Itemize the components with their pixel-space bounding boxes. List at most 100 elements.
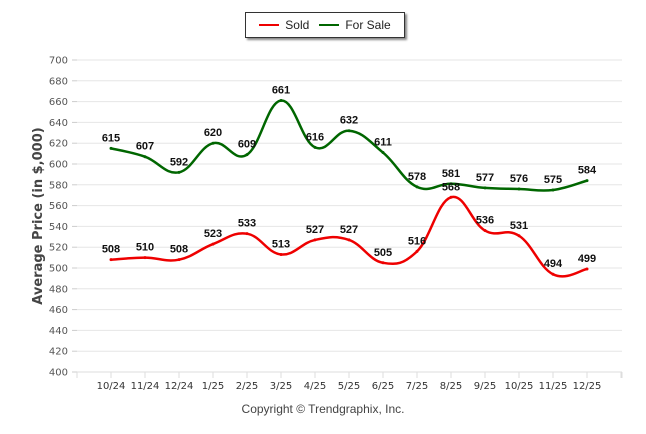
data-point-for-sale <box>109 146 113 150</box>
data-point-sold <box>177 258 181 262</box>
y-tick-label: 400 <box>49 368 68 379</box>
y-tick-label: 620 <box>49 139 68 150</box>
data-point-for-sale <box>177 170 181 174</box>
copyright-footer: Copyright © Trendgraphix, Inc. <box>241 402 405 416</box>
data-point-sold <box>585 267 589 271</box>
x-tick-label: 5/25 <box>338 381 360 392</box>
x-tick-label: 6/25 <box>372 381 394 392</box>
data-label-for-sale: 616 <box>306 131 324 143</box>
x-tick-label: 8/25 <box>440 381 462 392</box>
legend-item-for-sale[interactable]: For Sale <box>319 18 391 32</box>
data-point-for-sale <box>279 99 283 103</box>
data-label-sold: 527 <box>340 224 358 236</box>
legend-label-for-sale: For Sale <box>345 18 391 32</box>
data-label-sold: 533 <box>238 218 256 230</box>
data-point-sold <box>381 261 385 265</box>
data-point-for-sale <box>245 153 249 157</box>
data-point-sold <box>279 252 283 256</box>
data-labels: 508 510 508 523 533 513 527 527 505 516 568 536 531 4… <box>102 85 597 271</box>
data-label-for-sale: 607 <box>136 141 154 153</box>
data-label-sold: 508 <box>102 244 120 256</box>
x-tick-label: 7/25 <box>406 381 428 392</box>
y-tick-label: 540 <box>49 222 68 233</box>
y-axis-ticks: 400 420 440 460 480 500 520 540 560 580 600 620 640 6… <box>49 56 77 379</box>
x-tick-label: 10/25 <box>505 381 534 392</box>
data-label-sold: 568 <box>442 181 460 193</box>
data-label-for-sale: 620 <box>204 127 222 139</box>
x-tick-label: 11/24 <box>131 381 160 392</box>
data-point-sold <box>109 258 113 262</box>
series-lines <box>109 99 589 278</box>
data-label-sold: 531 <box>510 220 528 232</box>
y-tick-label: 420 <box>49 347 68 358</box>
y-tick-label: 480 <box>49 284 68 295</box>
y-tick-label: 700 <box>49 56 68 67</box>
data-label-sold: 510 <box>136 242 154 254</box>
y-axis-title: Average Price (in $,000) <box>31 127 46 304</box>
x-tick-label: 11/25 <box>539 381 568 392</box>
data-point-for-sale <box>381 151 385 155</box>
x-tick-label: 1/25 <box>202 381 224 392</box>
y-tick-label: 580 <box>49 180 68 191</box>
data-label-sold: 513 <box>272 238 290 250</box>
data-label-sold: 499 <box>578 253 596 265</box>
data-label-for-sale: 611 <box>374 137 392 149</box>
y-tick-label: 660 <box>49 97 68 108</box>
data-point-for-sale <box>483 186 487 190</box>
x-tick-label: 10/24 <box>97 381 126 392</box>
data-label-sold: 494 <box>544 258 563 270</box>
data-label-sold: 508 <box>170 244 188 256</box>
y-tick-label: 680 <box>49 76 68 87</box>
data-point-sold <box>245 232 249 236</box>
data-label-for-sale: 661 <box>272 85 290 97</box>
data-point-sold <box>211 242 215 246</box>
data-label-for-sale: 576 <box>510 173 528 185</box>
data-point-sold <box>483 229 487 233</box>
data-point-for-sale <box>415 185 419 189</box>
data-label-sold: 527 <box>306 224 324 236</box>
y-tick-label: 640 <box>49 118 68 129</box>
x-tick-label: 12/24 <box>165 381 194 392</box>
legend-swatch-sold <box>259 24 280 26</box>
data-label-for-sale: 577 <box>476 172 494 184</box>
series-line-sold <box>110 195 588 278</box>
data-point-sold <box>517 234 521 238</box>
data-label-for-sale: 575 <box>544 174 562 186</box>
data-label-sold: 536 <box>476 215 494 227</box>
data-point-for-sale <box>347 129 351 133</box>
y-tick-label: 440 <box>49 326 68 337</box>
data-point-sold <box>313 238 317 242</box>
x-axis-ticks: 10/24 11/24 12/24 1/25 2/25 3/25 4/25 5/25 6/25 7… <box>76 371 623 392</box>
legend-item-sold[interactable]: Sold <box>259 18 309 32</box>
data-label-for-sale: 615 <box>102 132 120 144</box>
x-tick-label: 9/25 <box>474 381 496 392</box>
y-tick-label: 520 <box>49 243 68 254</box>
data-label-sold: 516 <box>408 235 426 247</box>
x-tick-label: 12/25 <box>573 381 602 392</box>
data-label-for-sale: 578 <box>408 171 426 183</box>
data-point-for-sale <box>143 155 147 159</box>
data-point-sold <box>143 256 147 260</box>
data-point-for-sale <box>517 187 521 191</box>
data-point-for-sale <box>313 145 317 149</box>
legend-swatch-for-sale <box>319 24 340 26</box>
x-tick-label: 2/25 <box>236 381 258 392</box>
data-label-for-sale: 581 <box>442 168 460 180</box>
x-tick-label: 3/25 <box>270 381 292 392</box>
legend-label-sold: Sold <box>285 18 310 32</box>
data-label-sold: 505 <box>374 247 392 259</box>
data-point-sold <box>347 238 351 242</box>
y-tick-label: 560 <box>49 201 68 212</box>
data-point-sold <box>551 272 555 276</box>
legend: Sold For Sale <box>245 12 405 38</box>
data-point-for-sale <box>211 141 215 145</box>
data-label-for-sale: 592 <box>170 156 188 168</box>
data-label-for-sale: 609 <box>238 139 256 151</box>
data-label-sold: 523 <box>204 228 222 240</box>
data-point-for-sale <box>585 179 589 183</box>
data-label-for-sale: 632 <box>340 115 358 127</box>
y-tick-label: 460 <box>49 305 68 316</box>
x-tick-label: 4/25 <box>304 381 326 392</box>
y-tick-label: 600 <box>49 160 68 171</box>
